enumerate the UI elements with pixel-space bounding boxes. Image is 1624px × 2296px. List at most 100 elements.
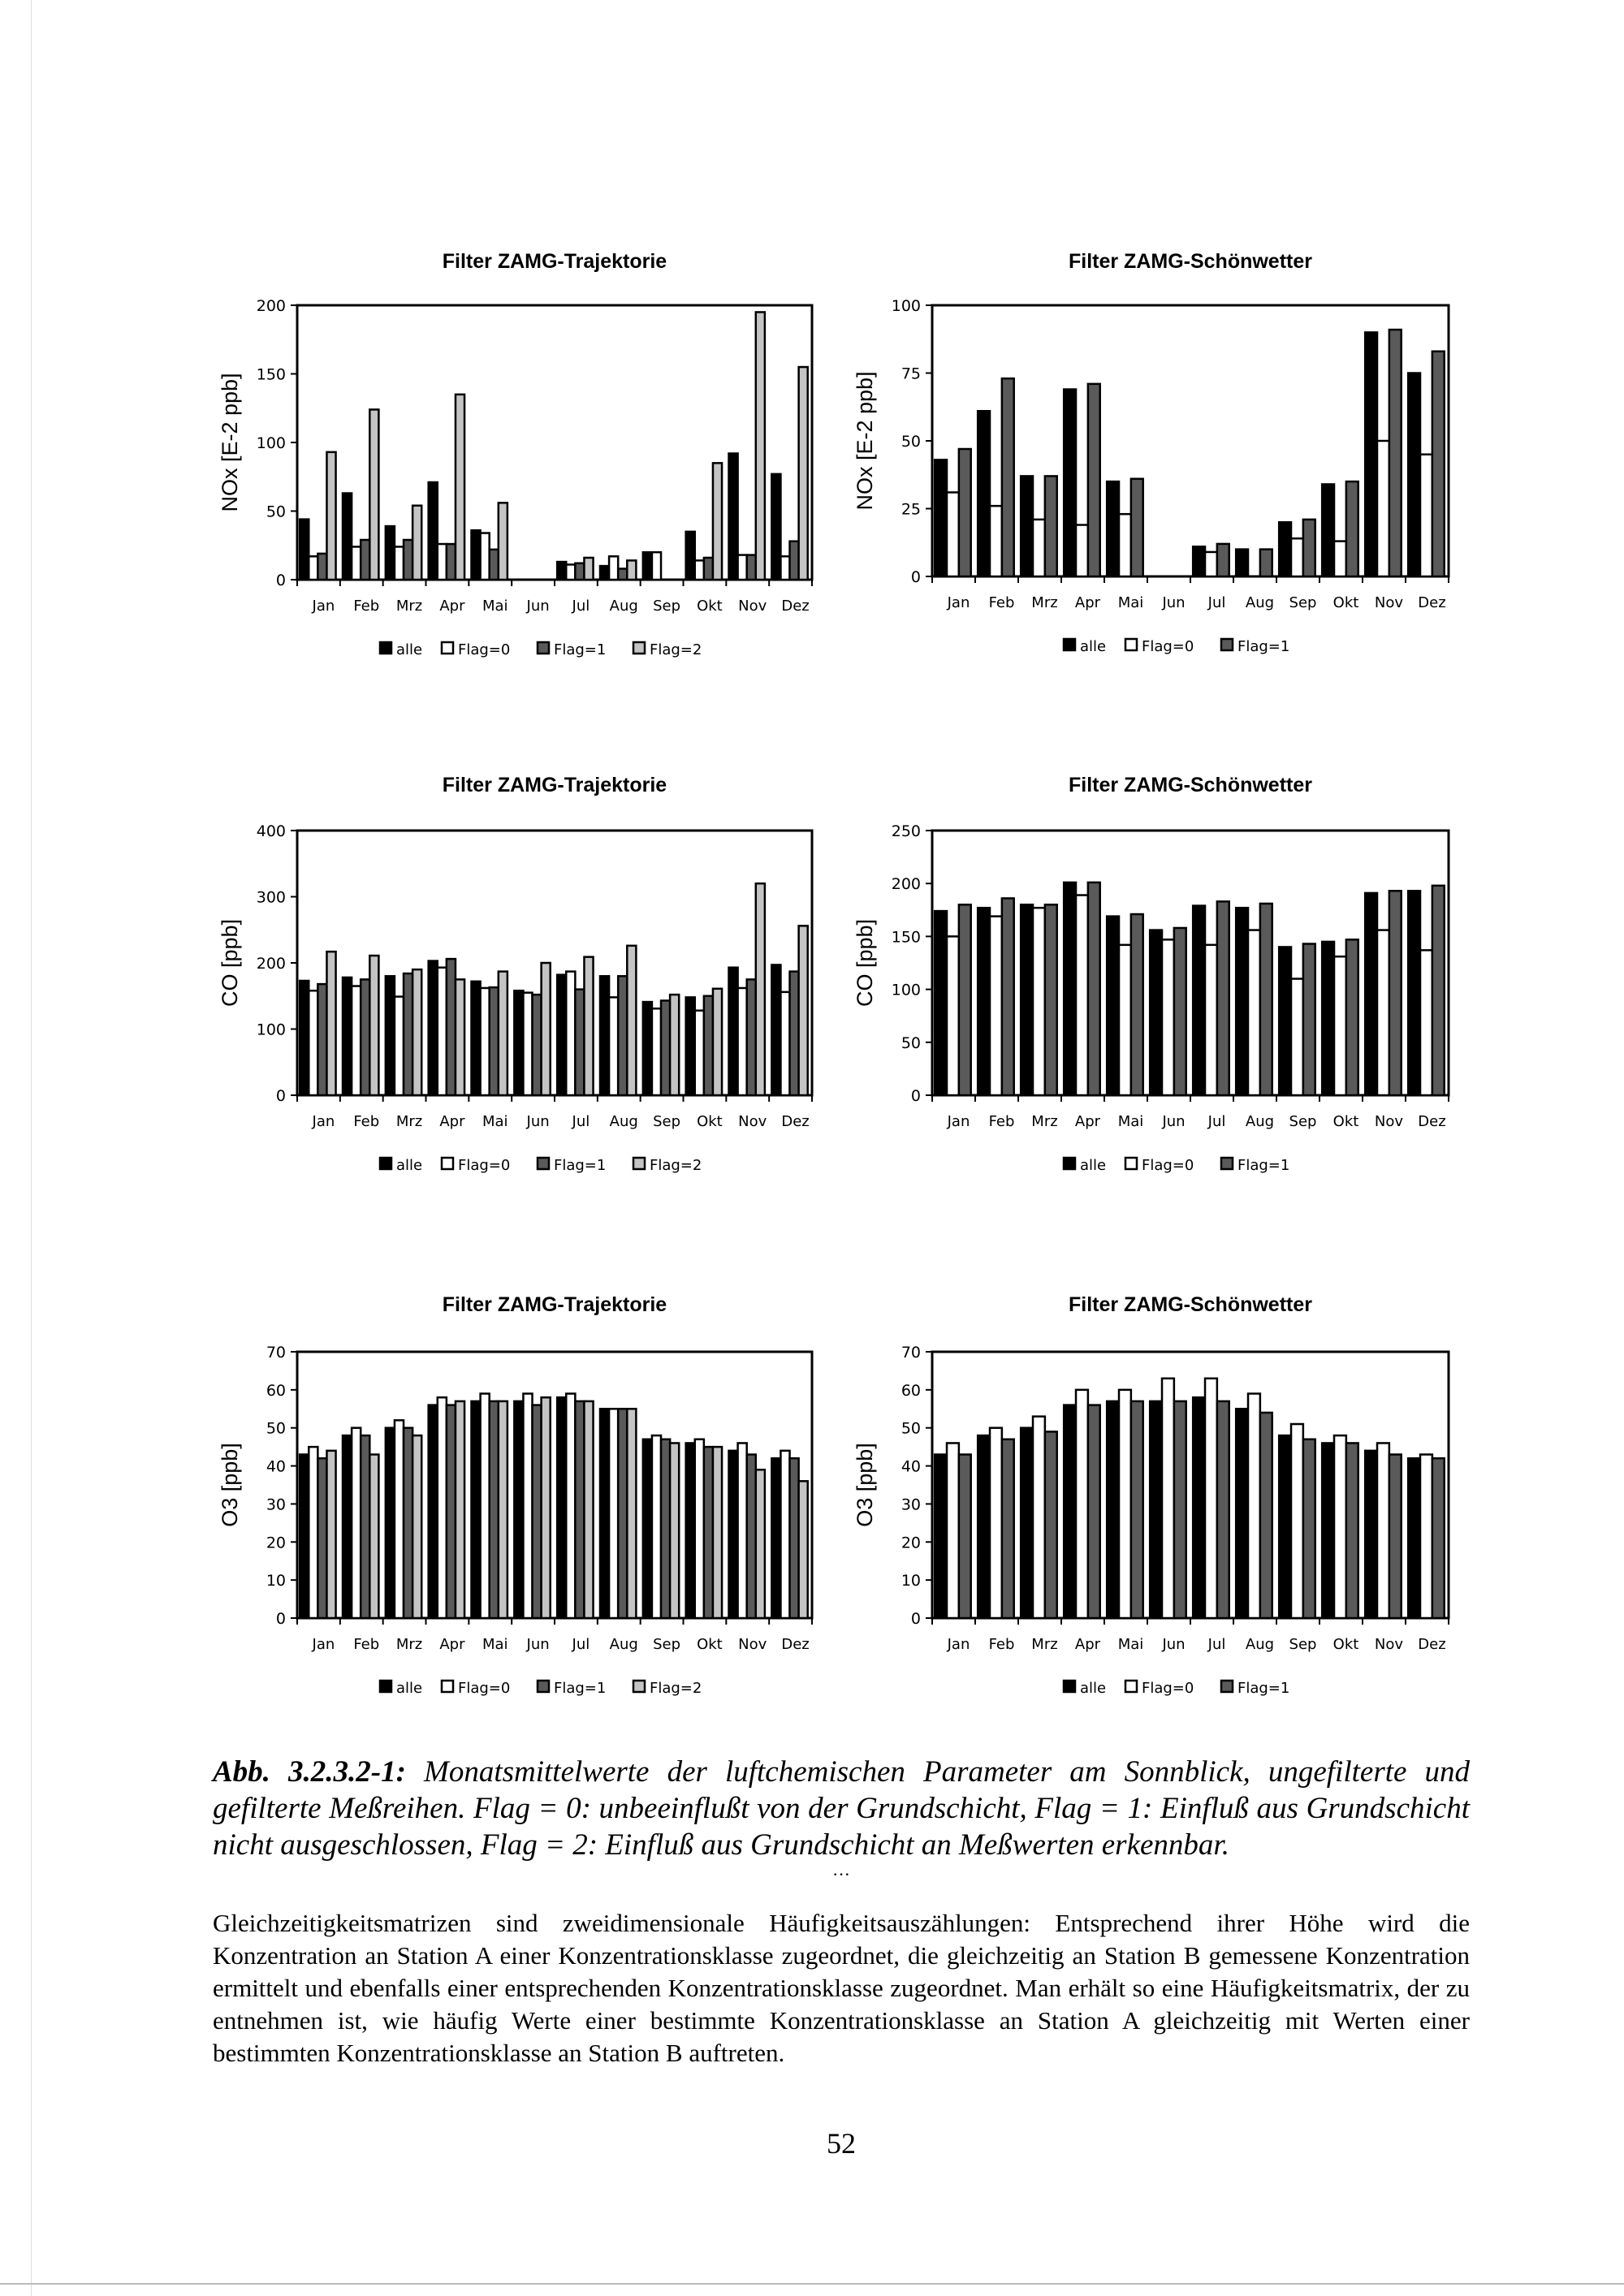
bar-alle-sep — [641, 1000, 654, 1097]
bar-flag-0-apr — [1074, 1388, 1090, 1620]
y-tick-label: 0 — [911, 568, 921, 586]
bar-alle-okt — [1320, 483, 1336, 578]
x-tick-label: Mai — [1118, 1636, 1144, 1653]
x-tick-label: Okt — [1333, 1113, 1359, 1130]
bar-flag-0-jun — [1160, 939, 1176, 1097]
x-tick-label: Sep — [1289, 1113, 1317, 1130]
y-tick-label: 100 — [257, 1021, 286, 1039]
bar-flag-0-nov — [1376, 439, 1391, 578]
bar-alle-feb — [341, 1434, 353, 1620]
bar-flag-1-jan — [317, 982, 328, 1097]
bar-flag-0-okt — [693, 1438, 706, 1620]
bar-flag-1-apr — [445, 957, 457, 1097]
legend-swatch — [1220, 1679, 1234, 1694]
y-tick-label: 50 — [901, 1420, 921, 1438]
legend-label: Flag=2 — [650, 641, 702, 658]
x-tick-label: Jun — [1161, 594, 1185, 611]
bar-flag-1-aug — [1259, 902, 1273, 1097]
caption-label: Abb. 3.2.3.2-1: — [213, 1755, 406, 1789]
bar-flag-1-apr — [445, 542, 457, 581]
bar-flag-0-sep — [1289, 1422, 1305, 1620]
x-tick-label: Aug — [1246, 1113, 1274, 1130]
x-tick-label: Apr — [439, 1636, 465, 1653]
bar-flag-0-aug — [607, 555, 620, 581]
bar-flag-1-nov — [1388, 890, 1402, 1097]
bar-flag-0-dez — [1419, 453, 1434, 578]
legend-swatch — [536, 1156, 551, 1171]
legend-label: Flag=2 — [650, 1157, 702, 1174]
bar-flag-1-aug — [616, 1408, 628, 1620]
legend-swatch — [378, 641, 393, 655]
bar-flag-0-mai — [479, 1392, 490, 1620]
plot-area — [296, 829, 814, 1097]
bar-flag-1-mai — [1129, 1400, 1144, 1620]
bar-flag-0-aug — [1246, 929, 1262, 1097]
y-tick-label: 250 — [892, 822, 921, 840]
legend-label: Flag=0 — [458, 1157, 510, 1174]
x-tick-label: Aug — [1246, 594, 1274, 611]
x-tick-label: Apr — [1075, 1636, 1101, 1653]
y-tick-label: 75 — [901, 365, 921, 383]
bar-alle-mai — [470, 1400, 482, 1620]
y-tick-label: 150 — [892, 928, 921, 946]
y-axis-label: NOx [E-2 ppb] — [853, 371, 877, 510]
x-tick-label: Jun — [526, 598, 550, 615]
bar-flag-1-mrz — [402, 972, 414, 1097]
x-tick-label: Jun — [526, 1113, 550, 1130]
bar-flag-0-okt — [693, 559, 706, 581]
legend-swatch — [1062, 637, 1077, 652]
x-tick-label: Sep — [1289, 1636, 1317, 1653]
bar-alle-jul — [1191, 1396, 1207, 1620]
y-tick-label: 50 — [266, 503, 286, 521]
bar-flag-1-apr — [1086, 1404, 1101, 1620]
bar-alle-dez — [771, 1457, 782, 1620]
bar-flag-0-jul — [1203, 943, 1219, 1097]
bar-flag-0-jan — [945, 491, 961, 578]
bar-flag-1-jan — [957, 904, 972, 1097]
bar-alle-okt — [685, 1442, 697, 1620]
bar-flag-0-mrz — [393, 1419, 405, 1620]
y-tick-label: 200 — [892, 875, 921, 893]
y-tick-label: 100 — [892, 297, 921, 315]
bar-flag-2-jan — [326, 1449, 337, 1620]
legend-swatch — [1062, 1679, 1077, 1694]
bar-flag-1-feb — [1000, 897, 1015, 1097]
bar-flag-2-jun — [540, 961, 551, 1097]
x-tick-label: Mrz — [1031, 594, 1057, 611]
x-tick-label: Nov — [1375, 594, 1403, 611]
bar-flag-0-jul — [565, 1392, 577, 1620]
bar-flag-1-mrz — [402, 538, 414, 581]
x-tick-label: Mai — [482, 1636, 508, 1653]
y-tick-label: 100 — [257, 434, 286, 452]
bar-flag-2-jan — [326, 950, 337, 1097]
bar-flag-1-jun — [1173, 1400, 1187, 1620]
x-tick-label: Okt — [1333, 594, 1359, 611]
bar-flag-0-jul — [565, 563, 577, 581]
bar-flag-1-mai — [1129, 913, 1144, 1097]
x-tick-label: Jan — [947, 1113, 970, 1130]
bar-flag-0-okt — [693, 1009, 706, 1097]
x-tick-label: Aug — [610, 1636, 638, 1653]
bar-alle-jan — [298, 1453, 310, 1620]
bar-flag-1-mai — [488, 1400, 500, 1620]
x-tick-label: Dez — [781, 1636, 809, 1653]
y-tick-label: 10 — [266, 1572, 286, 1590]
x-tick-label: Nov — [1375, 1636, 1403, 1653]
bar-alle-mai — [1105, 1400, 1121, 1620]
x-tick-label: Okt — [697, 598, 723, 615]
x-tick-label: Jan — [312, 1636, 335, 1653]
bar-alle-feb — [976, 906, 991, 1097]
bar-flag-0-apr — [1074, 894, 1090, 1097]
legend-label: Flag=0 — [458, 641, 510, 658]
bar-alle-mai — [1105, 915, 1121, 1097]
bar-flag-2-okt — [711, 1445, 723, 1620]
bar-flag-2-feb — [369, 1453, 380, 1620]
bar-alle-dez — [1406, 372, 1422, 578]
bar-flag-1-dez — [788, 970, 800, 1097]
chart-co-schoenwetter: Filter ZAMG-Schönwetter 0 50 100 150 200 250 CO… — [828, 767, 1470, 1189]
bar-alle-mrz — [1019, 904, 1034, 1097]
bar-flag-1-nov — [745, 1453, 758, 1620]
bar-alle-nov — [1363, 331, 1379, 578]
legend-swatch — [440, 641, 455, 655]
bar-flag-0-okt — [1332, 540, 1348, 578]
